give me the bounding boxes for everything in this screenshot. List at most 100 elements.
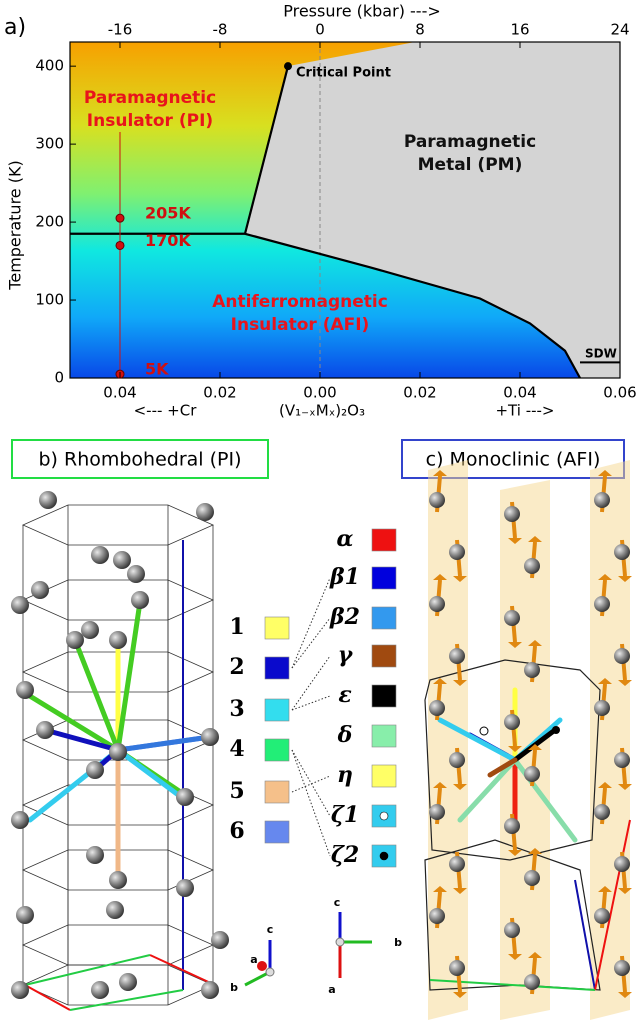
axis-letter: a	[328, 983, 335, 996]
atom	[131, 591, 149, 609]
axis-letter: a	[250, 953, 257, 966]
legend-swatch	[264, 738, 290, 762]
spin-arrow-head	[598, 782, 612, 788]
title-box	[11, 439, 269, 479]
atom	[201, 981, 219, 999]
cell-edge	[22, 579, 214, 621]
atom	[594, 700, 610, 716]
spin-arrow-head	[508, 746, 522, 752]
axis-letter: b	[230, 981, 238, 994]
spin-arrow-head	[598, 574, 612, 580]
legend-label: 3	[229, 696, 244, 722]
axis-arrow	[244, 970, 271, 987]
atom	[614, 544, 630, 560]
legend-label: η	[337, 762, 353, 788]
spin-arrow-head	[618, 992, 632, 998]
legend-label: 6	[229, 818, 244, 844]
legend-label: 1	[229, 614, 244, 640]
y-tick-label: 400	[35, 57, 64, 75]
legend-swatch	[371, 528, 397, 552]
spin-arrow-head	[528, 848, 542, 854]
spin-arrow-head	[433, 574, 447, 580]
top-tick-label: 8	[415, 21, 425, 39]
spin-arrow-head	[618, 784, 632, 790]
atom	[16, 906, 34, 924]
legend-dot	[379, 851, 389, 861]
spin-arrow-head	[528, 640, 542, 646]
x-tick-label: 0.06	[603, 384, 636, 402]
slab	[428, 460, 468, 1020]
panel-title: c) Monoclinic (AFI)	[426, 449, 601, 471]
top-tick-label: -8	[213, 21, 228, 39]
atom	[176, 788, 194, 806]
spin-arrow-head	[618, 888, 632, 894]
legend-swatch	[371, 684, 397, 708]
cell-edge	[594, 819, 631, 991]
atom	[66, 631, 84, 649]
x-tick-label: 0.04	[503, 384, 536, 402]
legend-connector	[291, 749, 331, 857]
legend-swatch	[371, 606, 397, 630]
legend-label: γ	[338, 642, 354, 668]
legend-label: ζ2	[331, 842, 359, 868]
spin-arrow-head	[433, 782, 447, 788]
legend-swatch	[264, 698, 290, 722]
spin-arrow-head	[528, 744, 542, 750]
cell-edge	[24, 954, 151, 986]
top-tick-label: 24	[610, 21, 629, 39]
critical-point	[284, 62, 292, 71]
spin-arrow-head	[618, 680, 632, 686]
legend-connector	[291, 655, 331, 711]
cell-edge	[22, 924, 214, 966]
bond	[42, 727, 121, 753]
spin-arrow-head	[528, 952, 542, 958]
cell-edge	[69, 989, 184, 1011]
atom	[86, 761, 104, 779]
spin-arrow-head	[508, 954, 522, 960]
atom	[504, 922, 520, 938]
phase-boundary	[244, 232, 581, 379]
spin-arrow-head	[598, 470, 612, 476]
atom	[449, 648, 465, 664]
atom	[211, 931, 229, 949]
legend-label: δ	[337, 722, 353, 748]
spin-arrow-head	[508, 538, 522, 544]
legend-label: ε	[338, 682, 351, 708]
spin-arrow-head	[453, 992, 467, 998]
cell-edge	[22, 504, 214, 546]
bond	[72, 637, 121, 753]
legend-connector	[291, 577, 331, 669]
measurement-point	[115, 240, 125, 250]
axis-arrow	[257, 961, 267, 971]
spin-arrow-head	[508, 850, 522, 856]
atom	[31, 581, 49, 599]
atom	[524, 870, 540, 886]
atom	[449, 544, 465, 560]
legend-swatch	[264, 780, 290, 804]
axis-letter: c	[267, 923, 274, 936]
bond	[457, 757, 518, 823]
legend-label: 5	[229, 778, 244, 804]
measurement-label: 205K	[145, 204, 191, 223]
atom	[39, 491, 57, 509]
atom	[614, 648, 630, 664]
panel-label: a)	[4, 15, 26, 40]
y-axis-label: Temperature (K)	[6, 160, 25, 290]
y-tick-label: 300	[35, 135, 64, 153]
legend-swatch	[371, 566, 397, 590]
legend-label: β2	[329, 604, 360, 630]
spin-arrow-head	[453, 680, 467, 686]
bond	[437, 717, 518, 763]
atom	[429, 908, 445, 924]
atom	[11, 981, 29, 999]
legend-swatch	[371, 724, 397, 748]
legend-connector	[291, 695, 331, 711]
atom	[16, 681, 34, 699]
atom	[614, 752, 630, 768]
x-axis-label: +Ti --->	[495, 402, 554, 420]
legend-label: β1	[329, 564, 360, 590]
spin-arrow-head	[598, 886, 612, 892]
